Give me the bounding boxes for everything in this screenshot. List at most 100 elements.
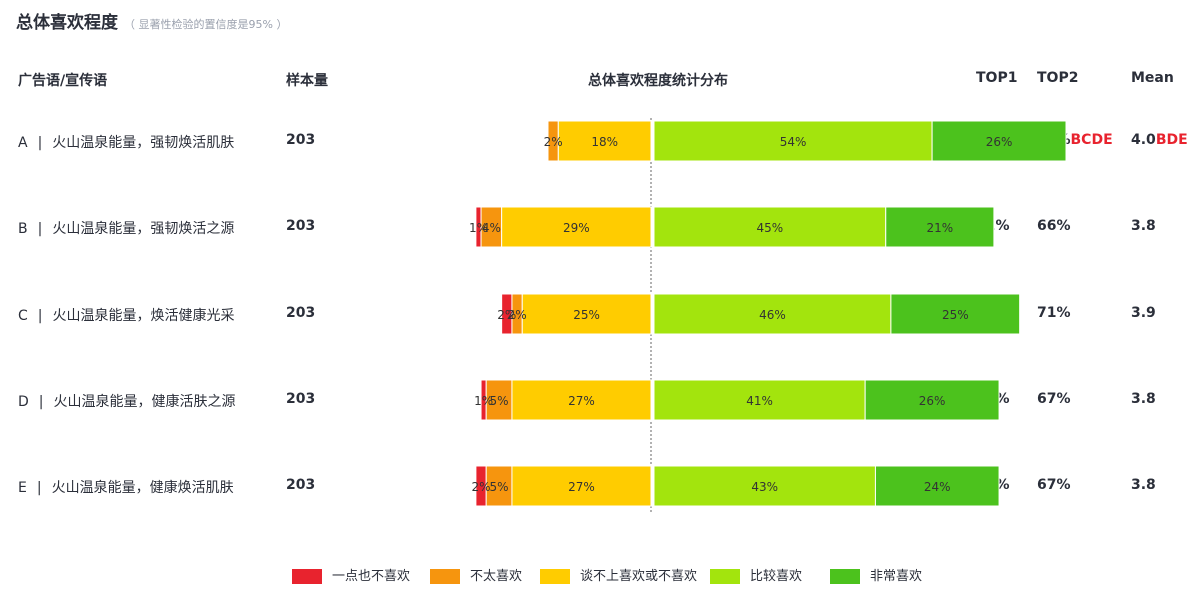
row-mean: 3.8 (1131, 391, 1156, 407)
mean-significance: BDE (1155, 132, 1188, 148)
bar-value-label: 1% (469, 221, 488, 235)
bar-value-label: 24% (924, 480, 951, 494)
bar-value-label: 21% (926, 221, 953, 235)
row-sample: 203 (286, 218, 316, 234)
row-slogan: 火山温泉能量，焕活健康光采 (52, 308, 235, 324)
top2-value: 67% (1037, 477, 1071, 493)
bar-value-label: 29% (563, 221, 590, 235)
bar-value-label: 25% (573, 308, 600, 322)
row-sample: 203 (286, 391, 316, 407)
row-top2: 66% (1037, 218, 1071, 234)
bar-segment (511, 379, 652, 421)
mean-value: 3.8 (1131, 477, 1156, 493)
legend-item: 一点也不喜欢 (292, 565, 410, 584)
legend-label: 不太喜欢 (470, 569, 523, 584)
legend-item: 不太喜欢 (430, 565, 522, 584)
bar-value-label: 2% (508, 308, 527, 322)
row-sample: 203 (286, 305, 316, 321)
bar-segment (864, 379, 1000, 421)
bar-value-label: 43% (751, 480, 778, 494)
row-slogan: 火山温泉能量，强韧焕活之源 (52, 221, 235, 237)
legend-item: 非常喜欢 (830, 565, 922, 584)
mean-value: 3.8 (1131, 218, 1156, 234)
row-letter: B (18, 221, 28, 237)
row-separator: | (37, 308, 43, 324)
header-sample: 样本量 (286, 73, 328, 89)
bar-value-label: 2% (472, 480, 491, 494)
row-mean: 3.8 (1131, 218, 1156, 234)
bar-value-label: 1% (474, 394, 493, 408)
row-slogan: 火山温泉能量，强韧焕活肌肤 (52, 135, 235, 151)
legend-item: 比较喜欢 (710, 565, 802, 584)
bar-value-label: 2% (497, 308, 516, 322)
top2-value: 67% (1037, 391, 1071, 407)
row-separator: | (38, 394, 44, 410)
bar-value-label: 26% (986, 135, 1013, 149)
legend-item: 谈不上喜欢或不喜欢 (540, 565, 697, 584)
bar-value-label: 45% (757, 221, 784, 235)
mean-value: 4.0 (1131, 132, 1156, 148)
bar-value-label: 27% (568, 480, 595, 494)
legend-swatch (292, 569, 322, 584)
row-top2: 71% (1037, 305, 1071, 321)
legend-swatch (540, 569, 570, 584)
row-slogan: 火山温泉能量，健康焕活肌肤 (51, 480, 234, 496)
row-label-a: A | 火山温泉能量，强韧焕活肌肤 (18, 132, 234, 152)
page-title: 总体喜欢程度 （ 显著性检验的置信度是95% ） (16, 8, 287, 33)
bar-value-label: 25% (942, 308, 969, 322)
header-top2: TOP2 (1037, 70, 1079, 86)
row-label-e: E | 火山温泉能量，健康焕活肌肤 (18, 477, 234, 497)
row-letter: A (18, 135, 28, 151)
row-label-b: B | 火山温泉能量，强韧焕活之源 (18, 218, 234, 238)
bar-value-label: 5% (490, 480, 509, 494)
bar-segment (653, 465, 876, 507)
row-separator: | (37, 221, 43, 237)
header-mean: Mean (1131, 70, 1174, 86)
legend-swatch (710, 569, 740, 584)
bar-segment (653, 206, 887, 248)
bar-segment (653, 293, 892, 335)
row-sample: 203 (286, 132, 316, 148)
bar-value-label: 46% (759, 308, 786, 322)
bar-value-label: 4% (482, 221, 501, 235)
bar-segment (485, 379, 513, 421)
legend-swatch (430, 569, 460, 584)
top2-value: 71% (1037, 305, 1071, 321)
row-letter: D (18, 394, 29, 410)
bar-value-label: 5% (490, 394, 509, 408)
bar-segment (557, 120, 652, 162)
bar-segment (653, 120, 933, 162)
bar-value-label: 41% (746, 394, 773, 408)
legend-label: 谈不上喜欢或不喜欢 (580, 569, 698, 584)
bar-segment (890, 293, 1021, 335)
row-mean: 3.8 (1131, 477, 1156, 493)
top2-value: 66% (1037, 218, 1071, 234)
mean-value: 3.9 (1131, 305, 1156, 321)
row-separator: | (36, 480, 42, 496)
bar-value-label: 26% (919, 394, 946, 408)
row-letter: C (18, 308, 28, 324)
chart-subtitle: （ 显著性检验的置信度是95% ） (124, 18, 288, 31)
bar-segment (501, 206, 652, 248)
row-mean: 4.0BDE (1131, 132, 1188, 148)
bar-segment (511, 465, 652, 507)
bar-segment (885, 206, 995, 248)
row-label-d: D | 火山温泉能量，健康活肤之源 (18, 391, 236, 411)
bar-value-label: 54% (780, 135, 807, 149)
bar-segment (653, 379, 866, 421)
row-sample: 203 (286, 477, 316, 493)
legend-swatch (830, 569, 860, 584)
row-label-c: C | 火山温泉能量，焕活健康光采 (18, 305, 235, 325)
legend-label: 一点也不喜欢 (332, 569, 411, 584)
legend-label: 比较喜欢 (750, 569, 803, 584)
row-slogan: 火山温泉能量，健康活肤之源 (53, 394, 236, 410)
chart-title: 总体喜欢程度 (16, 13, 118, 33)
bar-segment (931, 120, 1067, 162)
bar-value-label: 18% (591, 135, 618, 149)
header-top1: TOP1 (976, 70, 1018, 86)
bar-segment (874, 465, 1000, 507)
header-distribution: 总体喜欢程度统计分布 (588, 73, 728, 89)
row-top2: 67% (1037, 477, 1071, 493)
bar-value-label: 2% (544, 135, 563, 149)
